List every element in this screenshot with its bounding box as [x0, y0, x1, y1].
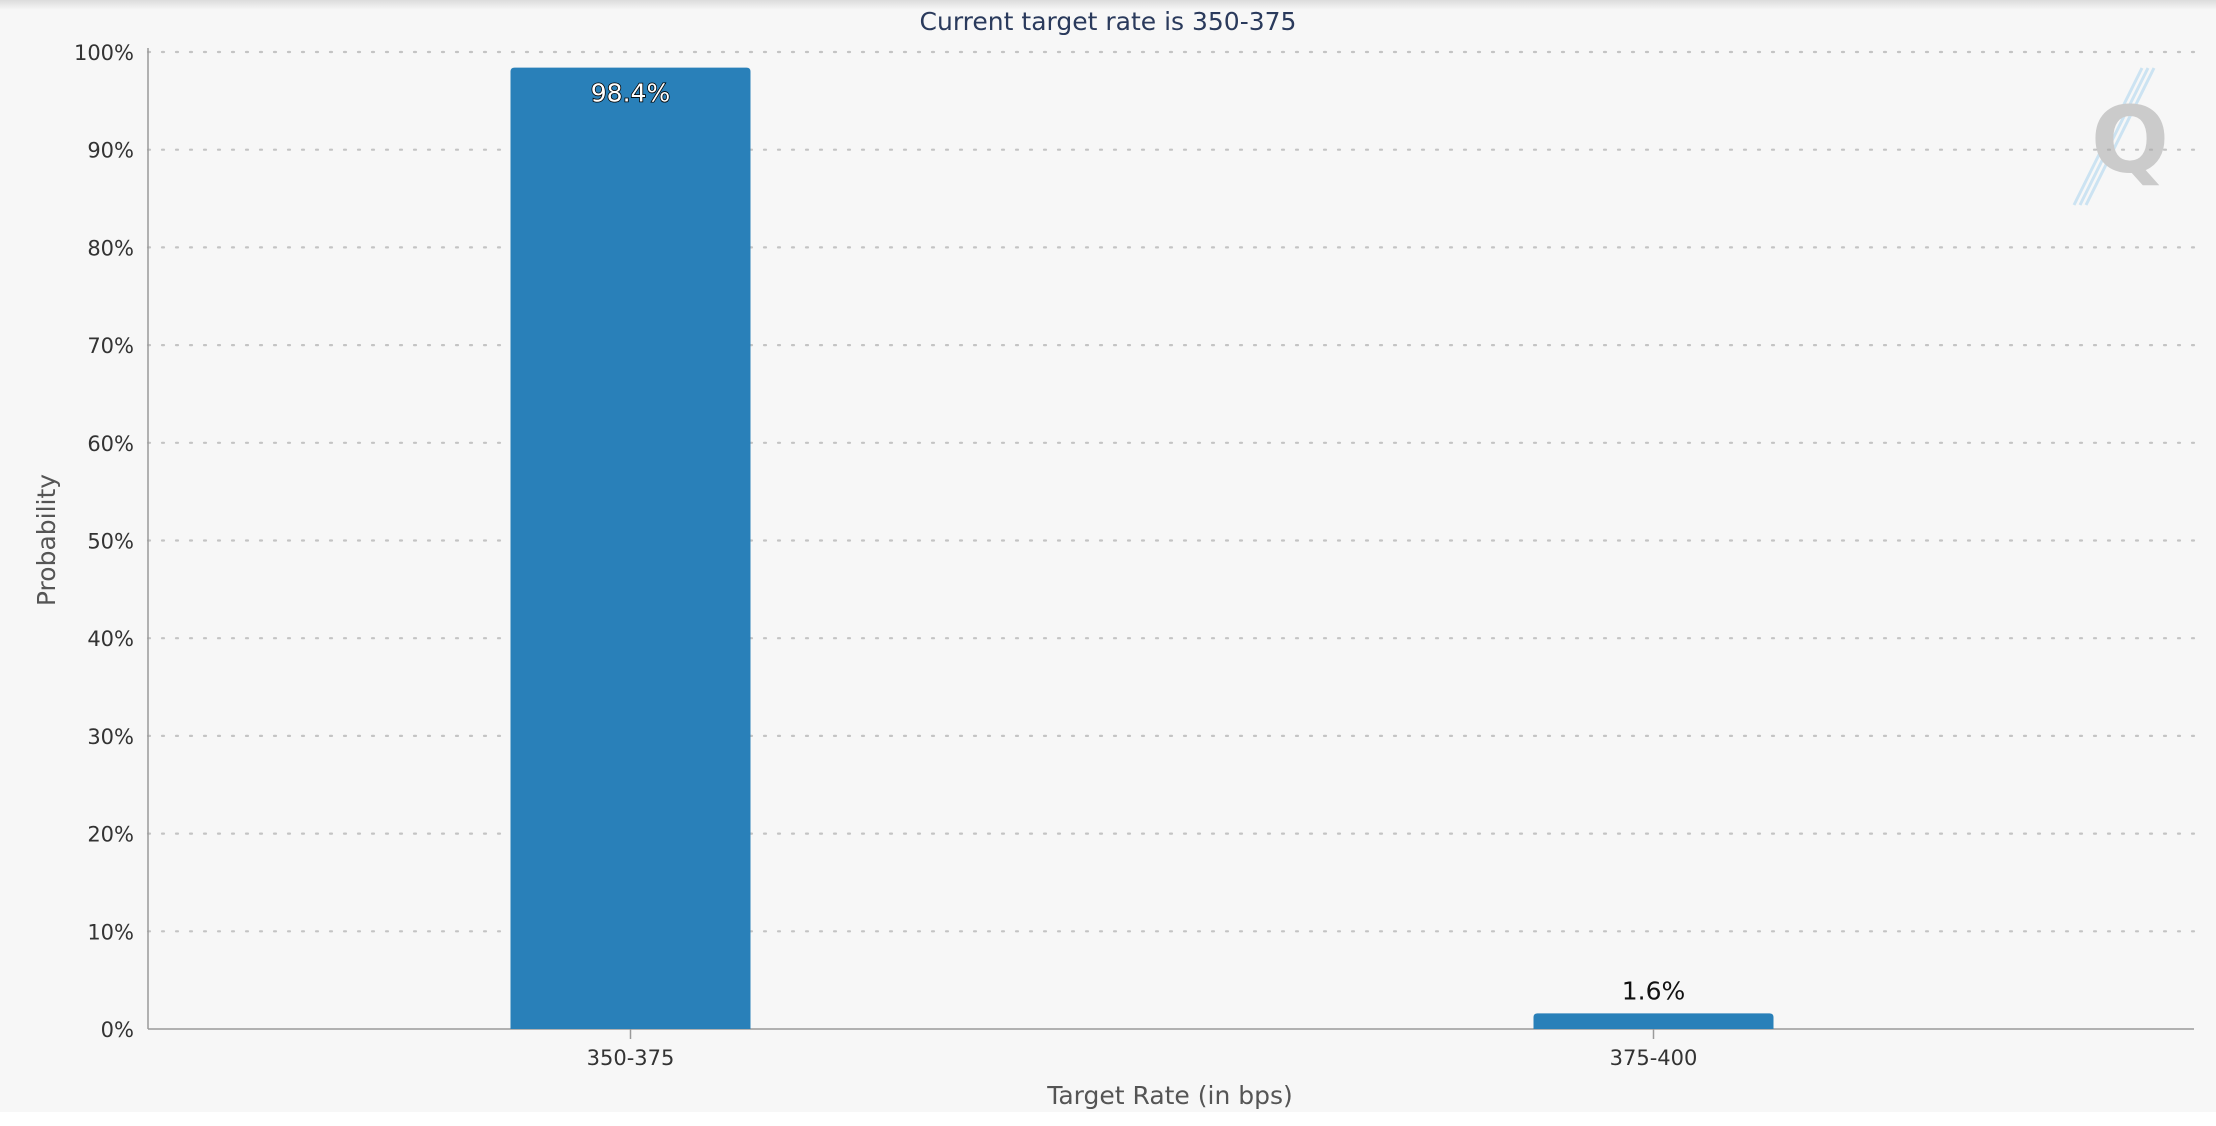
chart-title: Current target rate is 350-375	[920, 7, 1297, 36]
bar-375-400[interactable]	[1533, 1013, 1774, 1029]
y-tick-label: 80%	[87, 236, 134, 260]
bottom-strip	[0, 1112, 2216, 1122]
y-tick-label: 20%	[87, 823, 134, 847]
axes	[147, 48, 2194, 1030]
y-tick-label: 60%	[87, 432, 134, 456]
y-tick-label: 90%	[87, 139, 134, 163]
x-tick-label: 375-400	[1610, 1046, 1698, 1070]
y-tick-label: 0%	[101, 1018, 134, 1042]
top-shadow	[0, 0, 2216, 10]
y-tick-label: 10%	[87, 920, 134, 944]
x-axis-ticks: 350-375 375-400	[587, 1029, 1698, 1070]
y-axis-ticks: 0% 10% 20% 30% 40% 50% 60% 70% 80% 90% 100%	[74, 41, 134, 1042]
bar-350-375[interactable]	[510, 67, 751, 1029]
grid-lines	[146, 50, 2196, 933]
y-tick-label: 100%	[74, 41, 134, 65]
y-tick-label: 40%	[87, 627, 134, 651]
y-tick-label: 30%	[87, 725, 134, 749]
x-tick-label: 350-375	[587, 1046, 675, 1070]
data-label: 98.4%	[591, 79, 670, 108]
y-tick-label: 70%	[87, 334, 134, 358]
data-label: 1.6%	[1622, 976, 1686, 1005]
bars: 98.4% 1.6%	[510, 67, 1774, 1029]
x-axis-label: Target Rate (in bps)	[1046, 1081, 1293, 1110]
q-logo-watermark-icon: Q	[2072, 67, 2169, 206]
y-axis-label: Probability	[32, 474, 61, 606]
y-tick-label: 50%	[87, 530, 134, 554]
svg-text:Q: Q	[2091, 87, 2169, 194]
